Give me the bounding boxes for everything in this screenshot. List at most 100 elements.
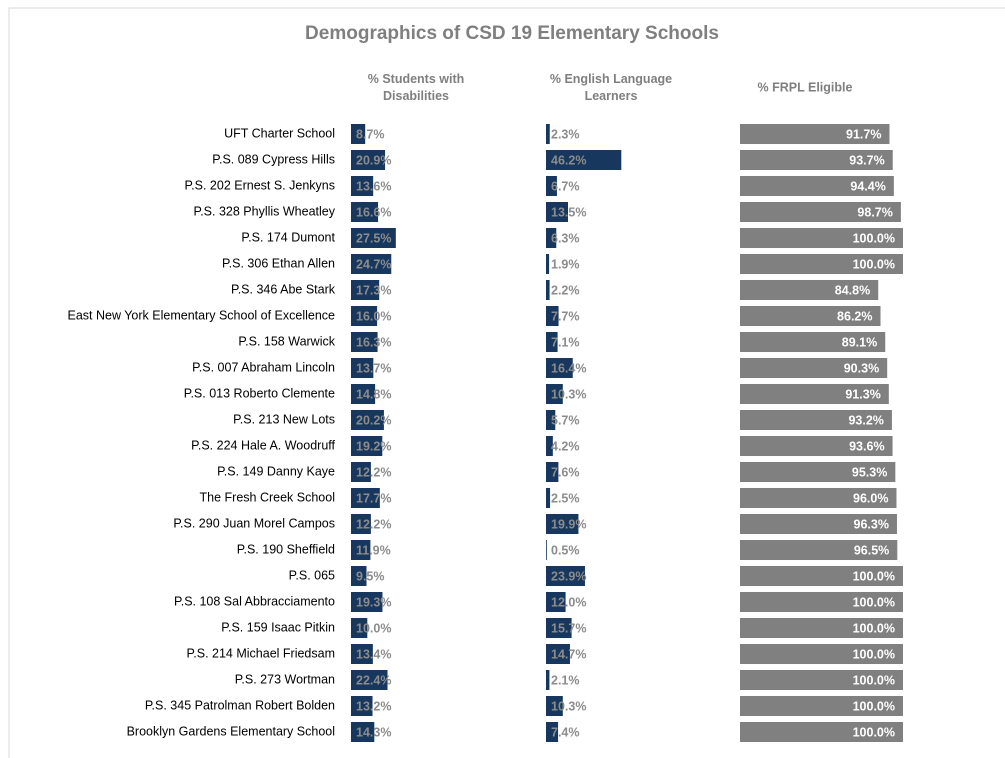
- value-label: 8.7%: [356, 127, 385, 141]
- category-label: P.S. 065: [289, 568, 335, 582]
- bar: [546, 696, 563, 716]
- bar: [351, 462, 371, 482]
- bar: [740, 462, 896, 482]
- value-label: 93.7%: [849, 153, 884, 167]
- value-label: 6.7%: [551, 179, 580, 193]
- value-label: 100.0%: [853, 231, 895, 245]
- value-label: 22.4%: [356, 673, 391, 687]
- value-label: 20.2%: [356, 413, 391, 427]
- value-label: 89.1%: [842, 335, 877, 349]
- bar: [351, 332, 378, 352]
- bar: [351, 540, 371, 560]
- bar: [546, 202, 569, 222]
- bar: [546, 644, 570, 664]
- value-label: 96.3%: [854, 517, 889, 531]
- category-label: P.S. 328 Phyllis Wheatley: [193, 204, 335, 218]
- bar: [351, 124, 366, 144]
- bar: [546, 176, 557, 196]
- value-label: 96.0%: [853, 491, 888, 505]
- value-label: 11.9%: [356, 543, 391, 557]
- bar: [546, 124, 550, 144]
- bar: [351, 410, 384, 430]
- bar: [546, 618, 572, 638]
- value-label: 86.2%: [837, 309, 872, 323]
- bar: [740, 306, 881, 326]
- bar: [351, 670, 388, 690]
- category-label: P.S. 108 Sal Abbracciamento: [174, 594, 335, 608]
- category-label: P.S. 346 Abe Stark: [231, 282, 336, 296]
- bar: [740, 150, 893, 170]
- bar: [740, 722, 903, 742]
- category-label: P.S. 214 Michael Friedsam: [187, 646, 335, 660]
- category-label: P.S. 202 Ernest S. Jenkyns: [184, 178, 335, 192]
- value-label: 94.4%: [850, 179, 885, 193]
- bar: [546, 436, 553, 456]
- bar: [740, 618, 903, 638]
- value-label: 13.2%: [356, 699, 391, 713]
- value-label: 6.3%: [551, 231, 580, 245]
- value-label: 24.7%: [356, 257, 391, 271]
- bar: [546, 410, 556, 430]
- value-label: 19.3%: [356, 595, 391, 609]
- bar: [351, 592, 383, 612]
- bar: [546, 384, 563, 404]
- category-label: East New York Elementary School of Excel…: [68, 308, 336, 322]
- value-label: 2.2%: [551, 283, 580, 297]
- category-label: P.S. 224 Hale A. Woodruff: [191, 438, 335, 452]
- value-label: 7.4%: [551, 725, 580, 739]
- category-label: P.S. 007 Abraham Lincoln: [192, 360, 335, 374]
- bar: [546, 280, 550, 300]
- series-header: % FRPL Eligible: [757, 80, 853, 95]
- bar: [546, 670, 550, 690]
- bar: [351, 254, 392, 274]
- series-header: % Students with Disabilities: [367, 72, 465, 103]
- value-label: 2.3%: [551, 127, 580, 141]
- category-label: P.S. 158 Warwick: [238, 334, 335, 348]
- bar: [740, 358, 888, 378]
- category-label: P.S. 290 Juan Morel Campos: [173, 516, 335, 530]
- value-label: 14.8%: [356, 387, 391, 401]
- value-label: 93.2%: [848, 413, 883, 427]
- value-label: 0.5%: [551, 543, 580, 557]
- bar: [546, 566, 585, 586]
- bar: [351, 384, 376, 404]
- value-label: 7.6%: [551, 465, 580, 479]
- bar: [740, 254, 903, 274]
- value-label: 14.7%: [551, 647, 586, 661]
- bar: [740, 124, 890, 144]
- value-label: 14.3%: [356, 725, 391, 739]
- value-label: 12.0%: [551, 595, 586, 609]
- bar: [351, 306, 378, 326]
- value-label: 46.2%: [551, 153, 586, 167]
- value-label: 13.4%: [356, 647, 391, 661]
- chart-title: Demographics of CSD 19 Elementary School…: [305, 23, 719, 44]
- bar: [740, 280, 879, 300]
- bar: [351, 644, 373, 664]
- bar: [351, 618, 368, 638]
- bar: [740, 332, 886, 352]
- category-label: UFT Charter School: [224, 126, 335, 140]
- value-label: 10.3%: [551, 699, 586, 713]
- bar: [740, 176, 894, 196]
- category-label: P.S. 089 Cypress Hills: [212, 152, 335, 166]
- bar: [740, 644, 903, 664]
- category-label: P.S. 306 Ethan Allen: [222, 256, 335, 270]
- bar: [740, 540, 898, 560]
- value-label: 1.9%: [551, 257, 580, 271]
- bar: [740, 696, 903, 716]
- bar: [546, 254, 550, 274]
- value-label: 2.5%: [551, 491, 580, 505]
- category-label: P.S. 149 Danny Kaye: [217, 464, 335, 478]
- bar: [351, 436, 383, 456]
- value-label: 10.0%: [356, 621, 391, 635]
- value-label: 17.3%: [356, 283, 391, 297]
- bar: [546, 540, 547, 560]
- value-label: 27.5%: [356, 231, 391, 245]
- value-label: 19.9%: [551, 517, 586, 531]
- value-label: 100.0%: [853, 647, 895, 661]
- value-label: 98.7%: [857, 205, 892, 219]
- bar: [546, 306, 559, 326]
- category-label: P.S. 213 New Lots: [233, 412, 335, 426]
- bar: [546, 228, 557, 248]
